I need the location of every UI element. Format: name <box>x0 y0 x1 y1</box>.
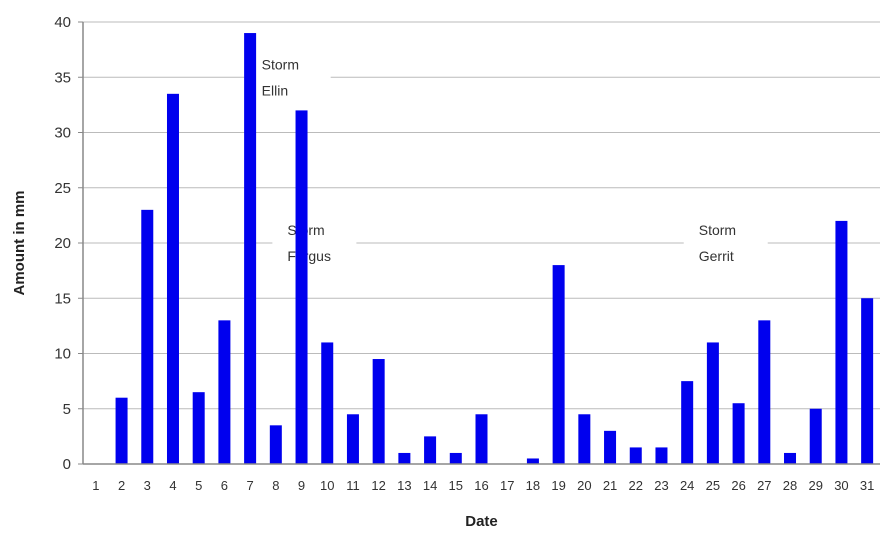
x-tick-label: 13 <box>397 478 411 493</box>
x-tick-label: 16 <box>474 478 488 493</box>
y-tick-label: 0 <box>63 456 71 473</box>
x-tick-label: 26 <box>731 478 745 493</box>
bar-3 <box>141 209 154 464</box>
bar-5 <box>192 392 205 464</box>
x-tick-label: 27 <box>757 478 771 493</box>
bar-19 <box>552 265 565 464</box>
annotation-line-1: Storm <box>699 222 736 238</box>
storm-annotation: StormFergus <box>272 217 357 271</box>
bar-2 <box>115 397 128 464</box>
bar-7 <box>244 33 257 465</box>
storm-annotation: Storm Gerrit <box>683 217 768 271</box>
bar-25 <box>706 342 719 464</box>
y-tick-labels: 0 5 10 15 20 25 30 35 40 <box>54 14 83 473</box>
x-tick-label: 12 <box>371 478 385 493</box>
bar-11 <box>346 414 359 464</box>
annotation-line-2: Ellin <box>262 82 288 98</box>
bar-27 <box>758 320 771 464</box>
annotation-background <box>683 217 768 271</box>
bar-16 <box>475 414 488 464</box>
x-tick-label: 11 <box>346 478 360 493</box>
x-tick-label: 15 <box>449 478 463 493</box>
bar-24 <box>681 381 694 464</box>
bar-26 <box>732 403 745 464</box>
annotation-background <box>272 217 357 271</box>
x-tick-label: 1 <box>92 478 99 493</box>
bar-28 <box>784 452 797 464</box>
bar-10 <box>321 342 334 464</box>
annotation-line-1: Storm <box>262 56 299 72</box>
bar-30 <box>835 220 848 464</box>
gridlines <box>83 21 880 410</box>
x-tick-label: 29 <box>808 478 822 493</box>
x-tick-label: 28 <box>783 478 797 493</box>
y-tick-label: 40 <box>54 14 71 31</box>
x-tick-label: 25 <box>706 478 720 493</box>
bar-8 <box>269 425 282 464</box>
y-tick-label: 20 <box>54 235 71 252</box>
annotation-line-2: Gerrit <box>699 248 734 264</box>
x-tick-label: 21 <box>603 478 617 493</box>
x-tick-label: 18 <box>526 478 540 493</box>
x-tick-label: 22 <box>629 478 643 493</box>
bar-23 <box>655 447 668 464</box>
annotations: Storm Ellin StormFergus Storm Gerrit <box>246 51 768 271</box>
bar-4 <box>166 93 179 464</box>
bar-15 <box>449 452 462 464</box>
x-tick-label: 14 <box>423 478 437 493</box>
y-axis-title: Amount in mm <box>11 191 28 296</box>
x-tick-label: 7 <box>246 478 253 493</box>
x-tick-label: 23 <box>654 478 668 493</box>
x-tick-label: 20 <box>577 478 591 493</box>
y-tick-label: 35 <box>54 69 71 86</box>
x-tick-label: 5 <box>195 478 202 493</box>
x-tick-label: 4 <box>169 478 176 493</box>
y-tick-label: 10 <box>54 346 71 363</box>
x-tick-label: 2 <box>118 478 125 493</box>
annotation-background <box>246 51 331 106</box>
y-tick-label: 25 <box>54 180 71 197</box>
x-tick-label: 10 <box>320 478 334 493</box>
x-tick-label: 6 <box>221 478 228 493</box>
y-tick-label: 15 <box>54 290 71 307</box>
y-tick-label: 30 <box>54 125 71 142</box>
bar-20 <box>578 414 591 464</box>
x-tick-label: 30 <box>834 478 848 493</box>
x-axis-title: Date <box>465 513 498 530</box>
x-tick-label: 24 <box>680 478 694 493</box>
y-tick-label: 5 <box>63 401 71 418</box>
x-tick-labels: 1 2 3 4 5 6 7 8 9 10 11 12 13 14 15 16 17 18 19 20 21 22 23 24 2… <box>92 478 874 493</box>
x-tick-label: 17 <box>500 478 514 493</box>
x-tick-label: 8 <box>272 478 279 493</box>
x-tick-label: 19 <box>551 478 565 493</box>
bars <box>115 33 874 465</box>
bar-9 <box>295 110 308 465</box>
bar-13 <box>398 452 411 464</box>
bar-14 <box>424 436 437 464</box>
x-tick-label: 31 <box>860 478 874 493</box>
bar-12 <box>372 359 385 464</box>
bar-6 <box>218 320 231 464</box>
annotation-line-2: Fergus <box>287 248 331 264</box>
bar-31 <box>861 298 874 464</box>
bar-29 <box>809 408 822 464</box>
bar-21 <box>604 430 617 464</box>
storm-annotation: Storm Ellin <box>246 51 331 106</box>
x-tick-label: 3 <box>144 478 151 493</box>
x-tick-label: 9 <box>298 478 305 493</box>
bar-22 <box>629 447 642 464</box>
bar-18 <box>526 458 539 464</box>
